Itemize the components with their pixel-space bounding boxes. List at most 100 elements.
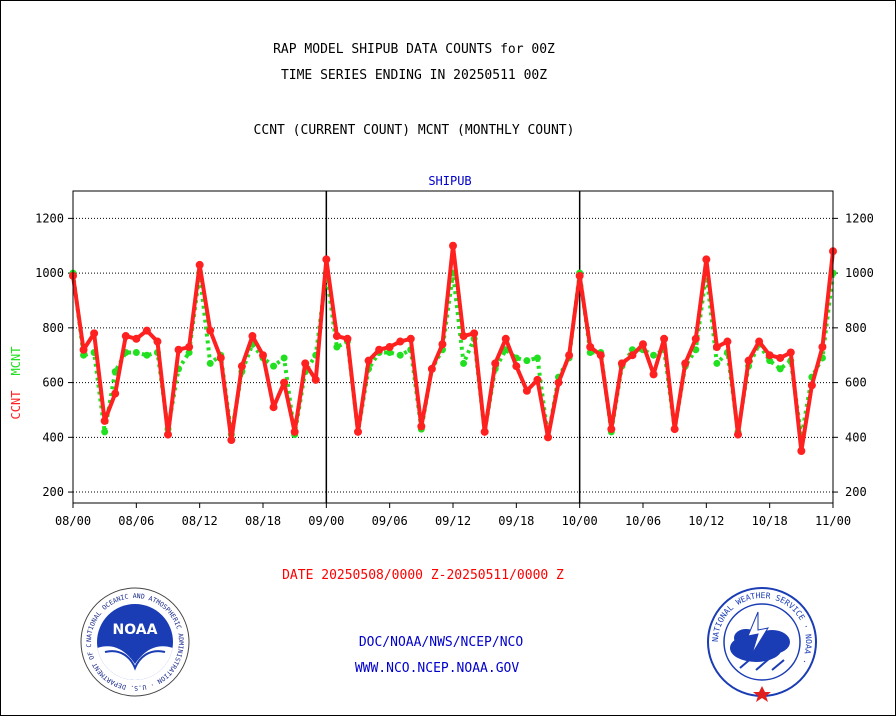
y-tick-label: 1200 xyxy=(845,211,874,225)
data-point-ccnt xyxy=(438,340,447,349)
data-point-ccnt xyxy=(755,337,764,346)
x-tick-labels: 08/00 08/06 08/12 08/18 09/00 09/06 09/12 09/18… xyxy=(55,503,851,528)
data-point-mcnt xyxy=(533,354,541,362)
data-point-ccnt xyxy=(575,271,584,280)
data-point-ccnt xyxy=(396,337,405,346)
data-point-ccnt xyxy=(681,359,690,368)
data-point-mcnt xyxy=(270,362,278,370)
data-point-mcnt xyxy=(206,359,214,367)
data-point-ccnt xyxy=(617,359,626,368)
data-point-ccnt xyxy=(427,364,436,373)
noaa-logo-word: NOAA xyxy=(113,622,158,638)
data-point-ccnt xyxy=(734,430,742,439)
data-point-ccnt xyxy=(237,362,246,371)
data-point-ccnt xyxy=(449,241,457,250)
x-tick-label: 08/00 xyxy=(55,514,91,528)
data-point-ccnt xyxy=(639,340,647,349)
data-point-ccnt xyxy=(586,343,595,351)
data-point-ccnt xyxy=(480,427,489,436)
footer-url: WWW.NCO.NCEP.NOAA.GOV xyxy=(355,661,520,676)
data-point-ccnt xyxy=(596,351,605,360)
y-tick-label: 200 xyxy=(42,485,64,499)
y-tick-label: 1200 xyxy=(35,211,64,225)
data-point-ccnt xyxy=(164,430,172,439)
data-point-ccnt xyxy=(185,343,194,351)
data-point-mcnt xyxy=(101,428,109,436)
data-point-ccnt xyxy=(544,433,552,442)
data-point-mcnt xyxy=(143,351,151,359)
data-point-ccnt xyxy=(332,332,341,341)
data-point-ccnt xyxy=(90,329,99,338)
data-point-ccnt xyxy=(290,427,299,436)
data-point-ccnt xyxy=(142,326,151,335)
data-point-mcnt xyxy=(80,351,88,359)
x-tick-label: 10/12 xyxy=(688,514,724,528)
data-point-ccnt xyxy=(607,425,616,434)
data-point-ccnt xyxy=(797,447,806,455)
data-point-mcnt xyxy=(132,348,140,356)
data-point-ccnt xyxy=(723,337,732,346)
data-point-ccnt xyxy=(554,378,563,387)
data-point-ccnt xyxy=(79,345,88,354)
data-point-ccnt xyxy=(311,375,320,384)
y-tick-label: 400 xyxy=(845,430,867,444)
y-tick-label: 800 xyxy=(845,321,867,335)
data-point-ccnt xyxy=(375,345,384,354)
data-point-ccnt xyxy=(565,351,574,360)
y-tick-label: 1000 xyxy=(845,266,874,280)
data-point-ccnt xyxy=(322,255,331,264)
data-point-ccnt xyxy=(259,351,267,360)
data-point-ccnt xyxy=(670,425,679,434)
data-point-ccnt xyxy=(691,334,700,343)
data-point-ccnt xyxy=(628,351,637,360)
data-point-ccnt xyxy=(512,362,521,371)
data-point-ccnt xyxy=(280,378,289,387)
data-point-ccnt xyxy=(111,389,120,398)
x-tick-label: 09/18 xyxy=(498,514,534,528)
x-tick-label: 08/12 xyxy=(182,514,218,528)
data-point-ccnt xyxy=(100,416,109,425)
legend-text: CCNT (CURRENT COUNT) MCNT (MONTHLY COUNT… xyxy=(254,123,575,138)
data-point-mcnt xyxy=(776,365,784,373)
data-point-ccnt xyxy=(522,386,531,395)
data-point-mcnt xyxy=(333,343,341,351)
data-point-ccnt xyxy=(470,329,479,338)
data-point-ccnt xyxy=(491,359,500,368)
y-tick-label: 400 xyxy=(42,430,64,444)
y-label-mcnt: MCNT xyxy=(9,347,23,376)
y-tick-label: 800 xyxy=(42,321,64,335)
data-point-ccnt xyxy=(385,343,394,351)
data-point-mcnt xyxy=(185,348,193,356)
data-point-ccnt xyxy=(786,348,795,357)
data-point-ccnt xyxy=(649,370,658,379)
data-point-ccnt xyxy=(132,334,141,343)
data-point-ccnt xyxy=(712,343,721,351)
data-point-mcnt xyxy=(396,351,404,359)
data-point-ccnt xyxy=(354,427,362,436)
data-point-mcnt xyxy=(280,354,288,362)
data-point-ccnt xyxy=(195,260,204,269)
x-tick-label: 09/00 xyxy=(308,514,344,528)
data-point-ccnt xyxy=(776,353,785,362)
data-point-ccnt xyxy=(501,334,510,343)
data-point-ccnt xyxy=(702,255,711,264)
data-point-ccnt xyxy=(406,334,415,343)
data-point-ccnt xyxy=(765,351,774,360)
chart-subtitle: TIME SERIES ENDING IN 20250511 00Z xyxy=(281,68,547,83)
series-mcnt xyxy=(69,269,837,441)
y-tick-labels-left: 200 400 600 800 1000 1200 xyxy=(35,211,64,499)
data-point-ccnt xyxy=(227,436,236,445)
data-point-mcnt xyxy=(650,351,658,359)
data-point-ccnt xyxy=(269,403,278,412)
data-point-ccnt xyxy=(459,332,468,341)
data-point-ccnt xyxy=(216,353,225,362)
noaa-logo: NATIONAL OCEANIC AND ATMOSPHERIC ADMINIS… xyxy=(80,587,190,697)
data-point-ccnt xyxy=(818,343,827,351)
date-range: DATE 20250508/0000 Z-20250511/0000 Z xyxy=(282,568,564,583)
data-point-mcnt xyxy=(523,357,531,365)
data-point-ccnt xyxy=(174,345,183,354)
y-tick-label: 600 xyxy=(845,376,867,390)
y-tick-label: 1000 xyxy=(35,266,64,280)
x-tick-label: 08/06 xyxy=(118,514,154,528)
data-point-ccnt xyxy=(121,332,130,341)
